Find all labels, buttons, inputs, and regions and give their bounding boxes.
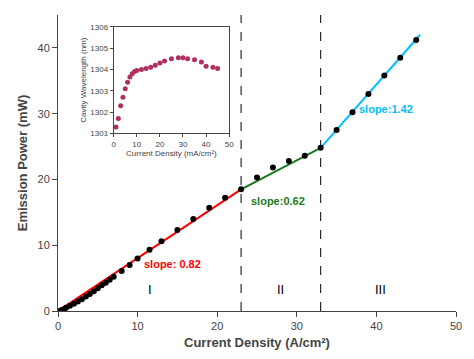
svg-text:0: 0 bbox=[55, 320, 61, 332]
svg-text:0: 0 bbox=[44, 305, 50, 317]
svg-text:50: 50 bbox=[450, 320, 462, 332]
svg-text:30: 30 bbox=[179, 140, 188, 149]
svg-text:20: 20 bbox=[38, 173, 50, 185]
svg-text:Current Density (mA/cm²): Current Density (mA/cm²) bbox=[126, 149, 217, 158]
svg-text:10: 10 bbox=[38, 239, 50, 251]
svg-text:slope:1.42: slope:1.42 bbox=[359, 103, 413, 115]
svg-text:40: 40 bbox=[38, 42, 50, 54]
svg-text:slope: 0.82: slope: 0.82 bbox=[144, 258, 201, 270]
svg-text:1303: 1303 bbox=[90, 87, 108, 96]
svg-text:30: 30 bbox=[291, 320, 303, 332]
svg-text:1304: 1304 bbox=[90, 65, 108, 74]
svg-text:1302: 1302 bbox=[90, 108, 108, 117]
svg-text:40: 40 bbox=[202, 140, 211, 149]
svg-text:20: 20 bbox=[155, 140, 164, 149]
svg-text:slope:0.62: slope:0.62 bbox=[251, 195, 305, 207]
svg-text:Cavity Wavelength (nm): Cavity Wavelength (nm) bbox=[79, 37, 88, 122]
svg-text:Emission Power (mW): Emission Power (mW) bbox=[15, 95, 30, 232]
svg-text:30: 30 bbox=[38, 108, 50, 120]
svg-text:10: 10 bbox=[131, 320, 143, 332]
svg-text:50: 50 bbox=[225, 140, 234, 149]
svg-text:1305: 1305 bbox=[90, 44, 108, 53]
svg-text:I: I bbox=[148, 282, 152, 297]
svg-text:III: III bbox=[375, 282, 386, 297]
svg-text:II: II bbox=[277, 282, 284, 297]
svg-text:1301: 1301 bbox=[90, 129, 108, 138]
svg-text:40: 40 bbox=[370, 320, 382, 332]
svg-text:20: 20 bbox=[211, 320, 223, 332]
svg-text:0: 0 bbox=[111, 140, 116, 149]
svg-text:10: 10 bbox=[132, 140, 141, 149]
svg-text:Current Density (A/cm²): Current Density (A/cm²) bbox=[184, 335, 330, 350]
svg-text:1306: 1306 bbox=[90, 23, 108, 32]
